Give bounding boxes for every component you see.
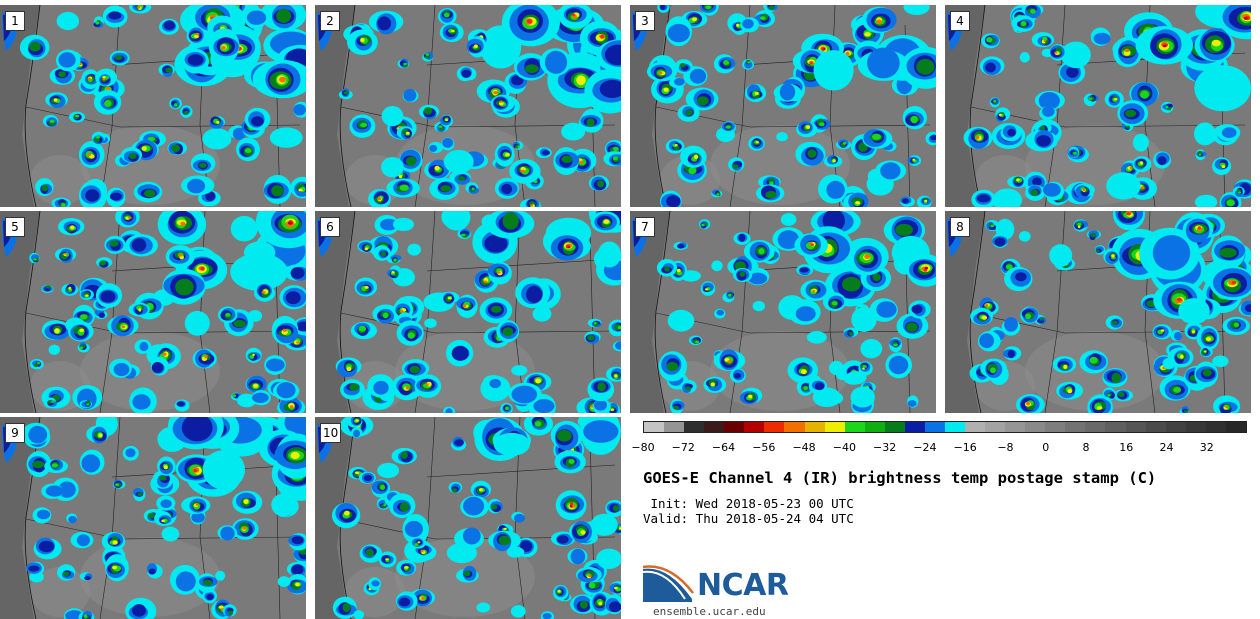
satellite-panel: 3 bbox=[630, 5, 936, 207]
color-swatch bbox=[884, 422, 905, 432]
color-swatch bbox=[824, 422, 845, 432]
color-scale-tick-label: −80 bbox=[631, 441, 655, 454]
ncar-logo-text: NCAR bbox=[697, 568, 789, 603]
panel-number: 4 bbox=[950, 11, 970, 31]
color-scale-tick-label: 16 bbox=[1119, 441, 1134, 454]
satellite-panel: 8 bbox=[945, 211, 1251, 413]
color-swatch bbox=[724, 422, 745, 432]
panel-number: 6 bbox=[320, 217, 340, 237]
ir-satellite-image bbox=[0, 211, 306, 413]
ir-satellite-image bbox=[630, 5, 936, 207]
ir-satellite-image bbox=[315, 211, 621, 413]
color-swatch bbox=[1005, 422, 1026, 432]
color-swatch bbox=[804, 422, 825, 432]
satellite-panel: 9 bbox=[0, 417, 306, 619]
satellite-panel: 7 bbox=[630, 211, 936, 413]
color-swatch bbox=[764, 422, 785, 432]
color-scale-tick-label: −8 bbox=[997, 441, 1014, 454]
ir-satellite-image bbox=[315, 417, 621, 619]
satellite-panel: 4 bbox=[945, 5, 1251, 207]
init-time: Init: Wed 2018-05-23 00 UTC bbox=[643, 496, 854, 511]
figure-title: GOES-E Channel 4 (IR) brightness temp po… bbox=[643, 469, 1157, 487]
color-swatch bbox=[664, 422, 685, 432]
color-scale-tick-label: 24 bbox=[1159, 441, 1174, 454]
color-swatch bbox=[1045, 422, 1066, 432]
panel-number: 9 bbox=[5, 423, 25, 443]
ir-satellite-image bbox=[0, 417, 306, 619]
color-swatch bbox=[784, 422, 805, 432]
ir-satellite-image bbox=[945, 5, 1251, 207]
color-swatch bbox=[1105, 422, 1126, 432]
color-swatch bbox=[1165, 422, 1186, 432]
color-swatch bbox=[744, 422, 765, 432]
color-swatch bbox=[965, 422, 986, 432]
color-swatch bbox=[684, 422, 705, 432]
color-swatch bbox=[864, 422, 885, 432]
satellite-panel: 2 bbox=[315, 5, 621, 207]
color-scale-tick-label: −72 bbox=[671, 441, 695, 454]
color-scale-tick-label: 0 bbox=[1042, 441, 1050, 454]
panel-number: 2 bbox=[320, 11, 340, 31]
color-swatch bbox=[1225, 422, 1246, 432]
ir-satellite-image bbox=[630, 211, 936, 413]
panel-number: 7 bbox=[635, 217, 655, 237]
panel-number: 10 bbox=[320, 423, 342, 443]
color-swatch bbox=[1125, 422, 1146, 432]
color-swatch bbox=[924, 422, 945, 432]
color-scale-tick-label: 8 bbox=[1082, 441, 1090, 454]
satellite-panel: 5 bbox=[0, 211, 306, 413]
ir-satellite-image bbox=[0, 5, 306, 207]
color-scale-tick-label: 32 bbox=[1199, 441, 1214, 454]
satellite-panel: 1 bbox=[0, 5, 306, 207]
color-swatch bbox=[1085, 422, 1106, 432]
panel-number: 5 bbox=[5, 217, 25, 237]
ncar-logo-icon bbox=[642, 565, 694, 602]
color-scale-tick-label: −48 bbox=[792, 441, 816, 454]
color-scale-tick-label: −64 bbox=[711, 441, 736, 454]
logo-url: ensemble.ucar.edu bbox=[653, 605, 766, 618]
satellite-panel: 6 bbox=[315, 211, 621, 413]
color-scale-tick-label: −56 bbox=[752, 441, 776, 454]
color-scale-tick-label: −32 bbox=[873, 441, 897, 454]
color-swatch bbox=[704, 422, 725, 432]
color-swatch bbox=[1185, 422, 1206, 432]
color-swatch bbox=[644, 422, 665, 432]
color-swatch bbox=[1065, 422, 1086, 432]
color-swatch bbox=[904, 422, 925, 432]
color-swatch bbox=[1025, 422, 1046, 432]
valid-time: Valid: Thu 2018-05-24 04 UTC bbox=[643, 511, 854, 526]
color-scale-tick-label: −40 bbox=[832, 441, 856, 454]
color-scale-tick-label: −24 bbox=[913, 441, 937, 454]
satellite-panel: 10 bbox=[315, 417, 621, 619]
color-scale-bar bbox=[643, 421, 1247, 433]
color-swatch bbox=[944, 422, 965, 432]
color-swatch bbox=[1205, 422, 1226, 432]
color-scale-tick-label: −16 bbox=[953, 441, 977, 454]
panel-number: 3 bbox=[635, 11, 655, 31]
color-swatch bbox=[985, 422, 1006, 432]
ir-satellite-image bbox=[945, 211, 1251, 413]
color-swatch bbox=[844, 422, 865, 432]
ir-satellite-image bbox=[315, 5, 621, 207]
panel-number: 1 bbox=[5, 11, 25, 31]
panel-number: 8 bbox=[950, 217, 970, 237]
color-swatch bbox=[1145, 422, 1166, 432]
